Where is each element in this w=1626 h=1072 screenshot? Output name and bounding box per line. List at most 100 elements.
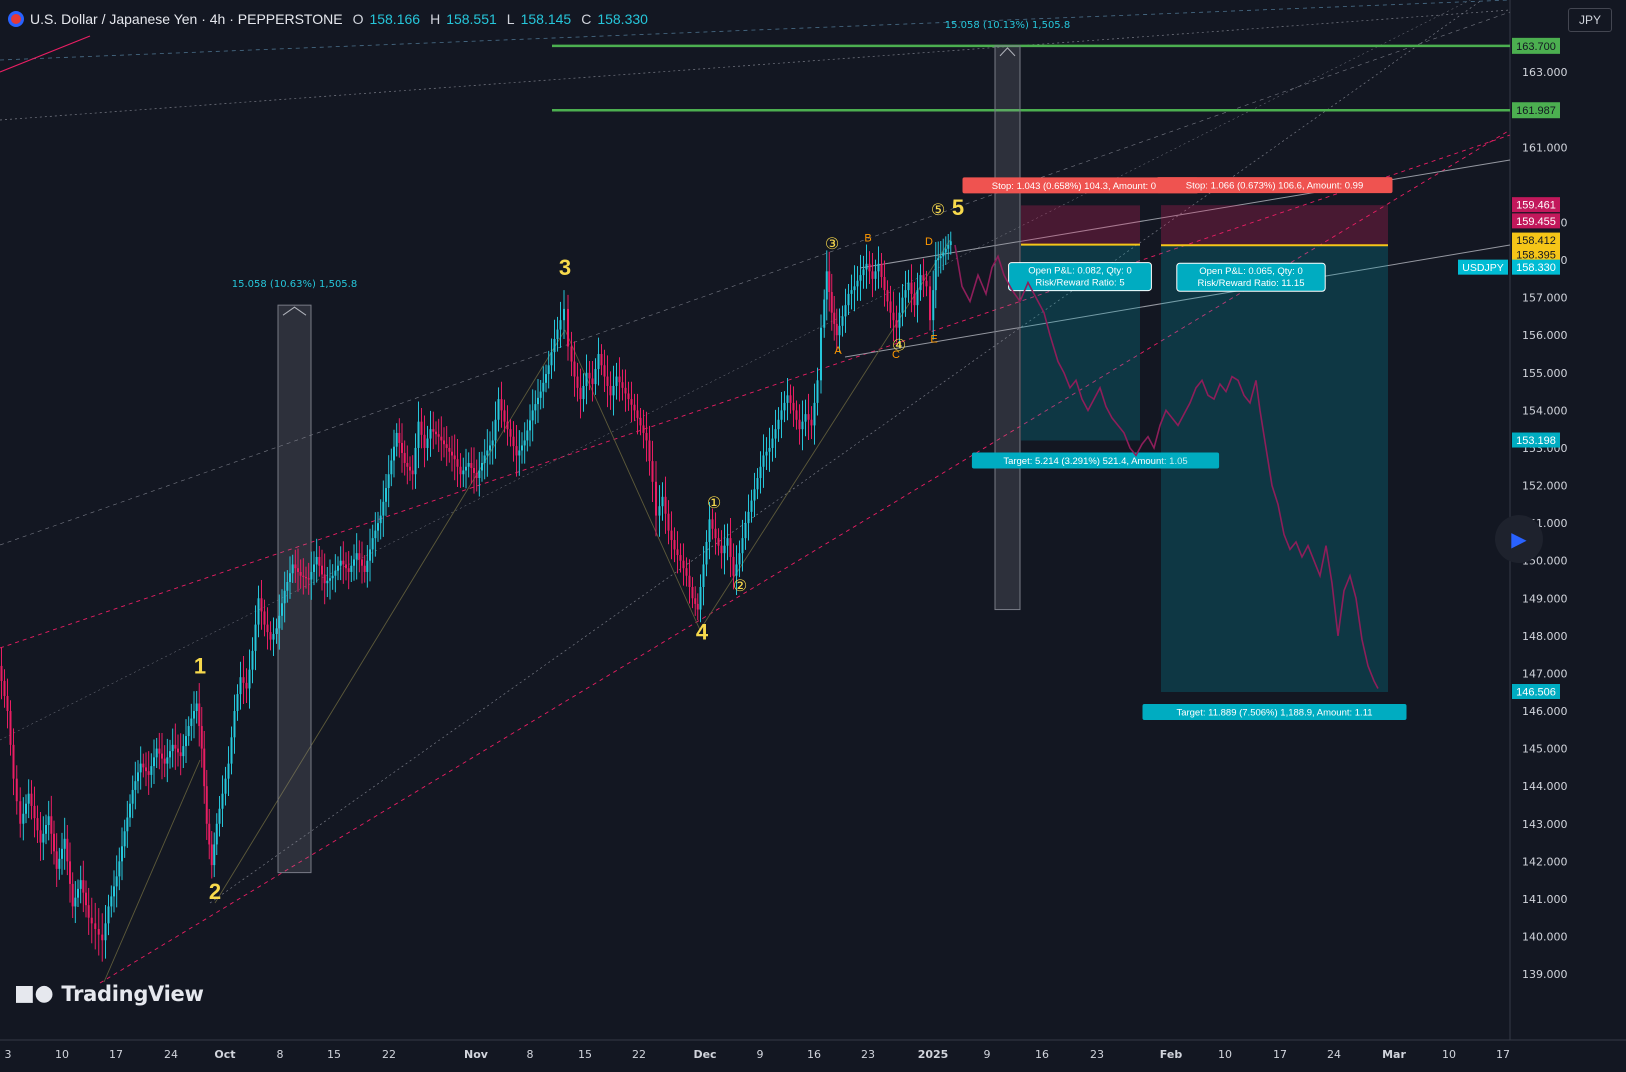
trend-line[interactable]	[0, 0, 1510, 741]
triangle-wave-label: A	[834, 345, 842, 357]
trend-line[interactable]	[103, 759, 201, 983]
candle-body	[66, 838, 69, 862]
candle-body	[291, 564, 294, 574]
candle-body	[15, 778, 18, 802]
measure-box[interactable]	[994, 45, 1021, 611]
candle-body	[585, 372, 588, 386]
candle-body	[947, 245, 950, 249]
stop-zone[interactable]	[1021, 205, 1140, 245]
candle-body	[792, 402, 795, 411]
candle-body	[134, 781, 137, 790]
candle-body	[429, 429, 432, 439]
candle-body	[218, 808, 221, 824]
candle-body	[470, 462, 473, 469]
candle-body	[880, 263, 883, 277]
candle-body	[871, 271, 874, 279]
candle-body	[61, 848, 63, 859]
candle-body	[58, 858, 61, 869]
candle-body	[494, 419, 497, 441]
candle-body	[82, 880, 85, 893]
candle-body	[759, 466, 762, 479]
candle-body	[630, 399, 633, 405]
candle-body	[6, 695, 9, 712]
candle-body	[347, 568, 350, 572]
price-tag-text: 158.395	[1516, 250, 1556, 262]
trend-line[interactable]	[0, 0, 1511, 61]
candle-body	[233, 711, 236, 738]
price-tag-text: 158.412	[1516, 235, 1556, 247]
candle-body	[39, 830, 42, 843]
candle-body	[299, 571, 302, 576]
tradingview-brand[interactable]: ■● TradingView	[14, 981, 204, 1006]
candle-body	[426, 438, 429, 448]
measure-box[interactable]	[277, 304, 312, 874]
candle-body	[934, 260, 937, 291]
target-label-box	[1142, 704, 1407, 721]
candle-body	[174, 744, 177, 749]
sub-wave-label: ③	[825, 236, 839, 253]
candle-body	[147, 771, 150, 775]
candle-body	[163, 758, 166, 764]
symbol-tag	[1458, 259, 1508, 275]
candle-body	[853, 286, 856, 291]
candle-body	[406, 462, 409, 467]
trend-line[interactable]	[699, 239, 951, 631]
symbol-title[interactable]: U.S. Dollar / Japanese Yen · 4h · PEPPER…	[30, 11, 343, 27]
candle-body	[618, 376, 621, 383]
price-tick-label: 142.000	[1522, 855, 1568, 868]
candle-body	[539, 391, 542, 398]
trend-line[interactable]	[209, 0, 1510, 904]
candle-body	[33, 805, 36, 819]
candle-body	[661, 496, 664, 507]
candle-body	[363, 565, 366, 572]
currency-button[interactable]: JPY	[1568, 8, 1612, 32]
price-tick-label: 148.000	[1522, 630, 1568, 643]
candle-body	[329, 578, 331, 581]
trend-line[interactable]	[844, 244, 1511, 358]
stop-zone[interactable]	[1161, 205, 1388, 246]
target-zone[interactable]	[1161, 245, 1388, 693]
candles	[0, 231, 952, 962]
candle-body	[36, 818, 39, 831]
projection-path[interactable]	[954, 244, 1379, 689]
trend-line[interactable]	[99, 129, 1511, 984]
candle-body	[283, 590, 286, 604]
candle-body	[726, 538, 729, 546]
trend-line[interactable]	[0, 9, 1511, 121]
candle-body	[110, 896, 113, 907]
price-tick-label: 156.000	[1522, 329, 1568, 342]
candle-body	[916, 290, 919, 306]
trend-line[interactable]	[564, 329, 701, 631]
candle-body	[27, 793, 30, 804]
candle-body	[221, 793, 224, 809]
candle-body	[169, 751, 171, 758]
time-tick-label: 3	[5, 1048, 12, 1061]
candle-body	[892, 312, 895, 321]
candle-body	[302, 575, 305, 577]
price-tick-label: 163.000	[1522, 66, 1568, 79]
level-price-text: 163.700	[1516, 41, 1556, 53]
price-tag	[1512, 684, 1560, 700]
candle-body	[266, 624, 269, 633]
price-tag-text: 158.330	[1516, 262, 1556, 274]
candle-body	[841, 316, 844, 326]
trend-line[interactable]	[0, 35, 91, 73]
candle-body	[486, 450, 489, 456]
candle-body	[331, 575, 334, 579]
currency-flag-icon	[8, 11, 24, 27]
play-icon[interactable]: ▶	[1495, 515, 1543, 563]
candle-body	[774, 429, 777, 439]
trend-line[interactable]	[0, 134, 1511, 649]
candle-body	[459, 466, 462, 475]
triangle-wave-label: E	[930, 334, 937, 346]
time-tick-label: 17	[1496, 1048, 1510, 1061]
trend-line[interactable]	[859, 159, 1511, 269]
candle-body	[481, 462, 483, 471]
trend-line[interactable]	[0, 11, 1511, 546]
candle-body	[353, 559, 355, 566]
level-price-tag	[1512, 102, 1560, 119]
candle-body	[813, 402, 816, 426]
candle-body	[563, 308, 565, 321]
level-price-tag	[1512, 37, 1560, 54]
